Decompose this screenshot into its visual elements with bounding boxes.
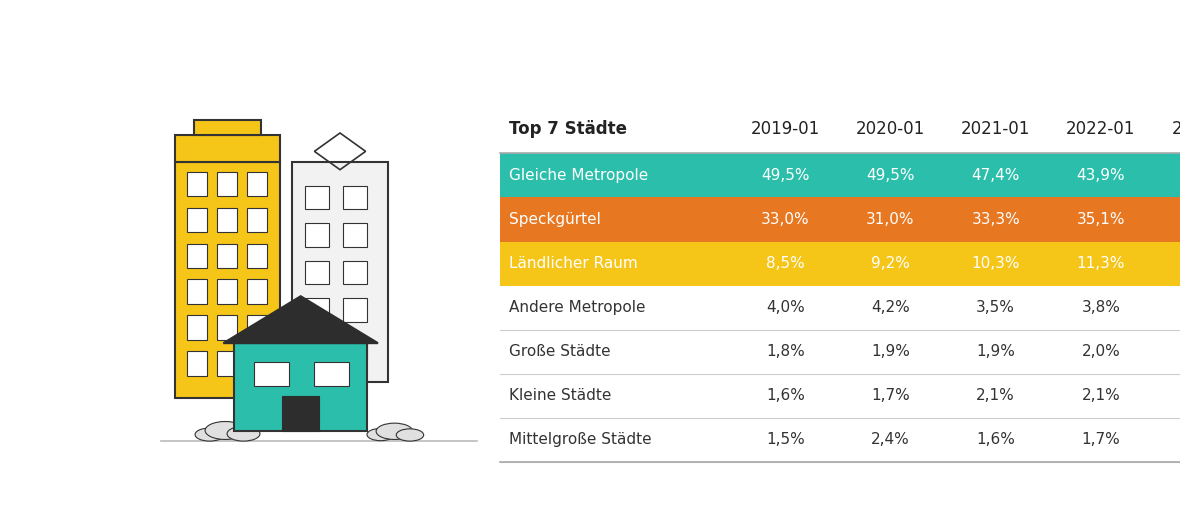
Circle shape	[376, 423, 413, 439]
FancyBboxPatch shape	[186, 315, 206, 340]
Text: 4,2%: 4,2%	[871, 300, 910, 315]
FancyBboxPatch shape	[217, 315, 237, 340]
Text: Kleine Städte: Kleine Städte	[509, 388, 611, 403]
Text: 2,0%: 2,0%	[1082, 344, 1120, 359]
FancyBboxPatch shape	[235, 343, 367, 431]
Circle shape	[227, 427, 260, 441]
Text: 1,6%: 1,6%	[766, 388, 805, 403]
Text: 49,5%: 49,5%	[866, 168, 914, 183]
Text: 2,1%: 2,1%	[976, 388, 1015, 403]
FancyBboxPatch shape	[499, 242, 1180, 286]
FancyBboxPatch shape	[343, 261, 367, 285]
Text: 1,5%: 1,5%	[766, 432, 805, 447]
FancyBboxPatch shape	[247, 315, 268, 340]
FancyBboxPatch shape	[314, 361, 349, 386]
Text: 3,5%: 3,5%	[976, 300, 1015, 315]
Text: 8,5%: 8,5%	[766, 256, 805, 271]
FancyBboxPatch shape	[217, 172, 237, 196]
FancyBboxPatch shape	[194, 119, 261, 135]
Circle shape	[367, 428, 394, 440]
Circle shape	[195, 428, 224, 441]
FancyBboxPatch shape	[217, 208, 237, 232]
Text: 49,5%: 49,5%	[761, 168, 809, 183]
Text: 9,2%: 9,2%	[871, 256, 910, 271]
FancyBboxPatch shape	[343, 223, 367, 247]
Text: 33,0%: 33,0%	[761, 212, 809, 227]
FancyBboxPatch shape	[217, 351, 237, 376]
Text: 2,1%: 2,1%	[1082, 388, 1120, 403]
FancyBboxPatch shape	[186, 172, 206, 196]
Text: 2020-01: 2020-01	[856, 120, 925, 138]
FancyBboxPatch shape	[217, 244, 237, 268]
Text: 3,8%: 3,8%	[1081, 300, 1120, 315]
Polygon shape	[223, 296, 378, 343]
Text: Große Städte: Große Städte	[509, 344, 610, 359]
FancyBboxPatch shape	[175, 162, 280, 398]
FancyBboxPatch shape	[247, 244, 268, 268]
Text: Speckgürtel: Speckgürtel	[509, 212, 601, 227]
FancyBboxPatch shape	[291, 162, 388, 382]
Text: 33,3%: 33,3%	[971, 212, 1020, 227]
FancyBboxPatch shape	[186, 244, 206, 268]
FancyBboxPatch shape	[499, 153, 1180, 198]
FancyBboxPatch shape	[247, 172, 268, 196]
Text: 31,0%: 31,0%	[866, 212, 914, 227]
Text: 1,7%: 1,7%	[1082, 432, 1120, 447]
FancyBboxPatch shape	[217, 279, 237, 304]
FancyBboxPatch shape	[304, 186, 328, 209]
Text: 1,9%: 1,9%	[976, 344, 1015, 359]
Text: 1,7%: 1,7%	[871, 388, 910, 403]
Text: 4,0%: 4,0%	[766, 300, 805, 315]
FancyBboxPatch shape	[255, 361, 289, 386]
FancyBboxPatch shape	[175, 135, 280, 162]
Text: 10,3%: 10,3%	[971, 256, 1020, 271]
FancyBboxPatch shape	[304, 336, 328, 359]
Text: 2021-01: 2021-01	[961, 120, 1030, 138]
Text: Gleiche Metropole: Gleiche Metropole	[509, 168, 648, 183]
Text: 2,4%: 2,4%	[871, 432, 910, 447]
Circle shape	[205, 421, 245, 439]
FancyBboxPatch shape	[343, 298, 367, 322]
Text: 43,9%: 43,9%	[1076, 168, 1126, 183]
FancyBboxPatch shape	[247, 279, 268, 304]
FancyBboxPatch shape	[343, 336, 367, 359]
Text: 1,9%: 1,9%	[871, 344, 910, 359]
FancyBboxPatch shape	[186, 351, 206, 376]
Text: 2019-01: 2019-01	[750, 120, 820, 138]
Text: Top 7 Städte: Top 7 Städte	[509, 120, 627, 138]
FancyBboxPatch shape	[186, 279, 206, 304]
Text: 1,8%: 1,8%	[766, 344, 805, 359]
FancyBboxPatch shape	[282, 396, 319, 431]
Text: 47,4%: 47,4%	[971, 168, 1020, 183]
FancyBboxPatch shape	[247, 351, 268, 376]
FancyBboxPatch shape	[186, 208, 206, 232]
FancyBboxPatch shape	[247, 208, 268, 232]
Text: Mittelgroße Städte: Mittelgroße Städte	[509, 432, 651, 447]
FancyBboxPatch shape	[304, 298, 328, 322]
FancyBboxPatch shape	[343, 186, 367, 209]
Text: 2023-01: 2023-01	[1172, 120, 1180, 138]
Text: Andere Metropole: Andere Metropole	[509, 300, 645, 315]
Text: Ländlicher Raum: Ländlicher Raum	[509, 256, 637, 271]
Text: 11,3%: 11,3%	[1076, 256, 1125, 271]
Text: 1,6%: 1,6%	[976, 432, 1015, 447]
FancyBboxPatch shape	[499, 198, 1180, 242]
Text: 2022-01: 2022-01	[1067, 120, 1135, 138]
FancyBboxPatch shape	[304, 223, 328, 247]
Text: 35,1%: 35,1%	[1076, 212, 1125, 227]
FancyBboxPatch shape	[304, 261, 328, 285]
Circle shape	[396, 429, 424, 441]
